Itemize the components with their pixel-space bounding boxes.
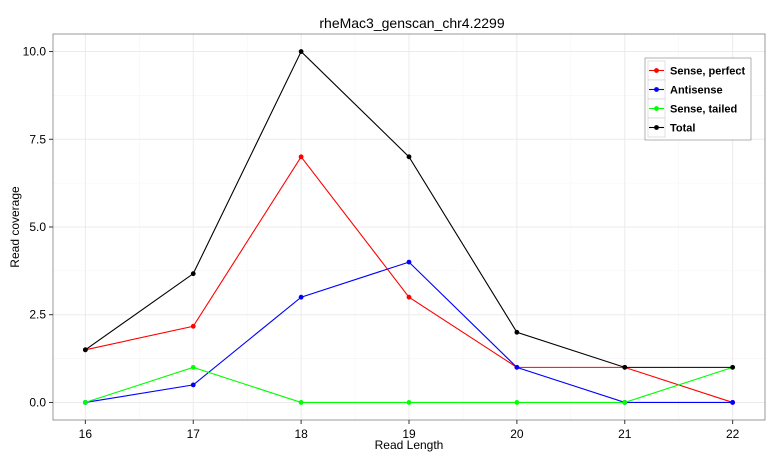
data-point-total xyxy=(82,347,88,353)
x-tick-label: 21 xyxy=(618,427,632,441)
data-point-sense-tailed xyxy=(190,364,196,370)
data-point-antisense xyxy=(730,400,736,405)
data-point-sense-perfect xyxy=(298,154,304,160)
y-tick-label: 0.0 xyxy=(29,395,46,409)
data-point-antisense xyxy=(190,382,196,388)
legend-marker-sense-perfect xyxy=(654,68,659,73)
x-tick-label: 17 xyxy=(187,427,201,441)
legend: Sense, perfect Antisense Sense, tailed Tota… xyxy=(644,57,752,141)
data-point-antisense xyxy=(298,294,304,300)
data-point-sense-tailed xyxy=(298,400,304,405)
legend-label-sense-perfect: Sense, perfect xyxy=(670,66,746,78)
legend-label-sense-tailed: Sense, tailed xyxy=(670,104,737,116)
legend-marker-total xyxy=(654,125,659,130)
x-tick-label: 19 xyxy=(402,427,416,441)
data-point-total xyxy=(406,154,412,160)
y-tick-label: 7.5 xyxy=(29,132,46,146)
x-tick-label: 22 xyxy=(726,427,740,441)
data-point-sense-tailed xyxy=(622,400,628,405)
y-tick-label: 5.0 xyxy=(29,220,46,234)
data-point-total xyxy=(514,329,520,335)
x-tick-label: 18 xyxy=(294,427,308,441)
x-tick-label: 16 xyxy=(79,427,93,441)
data-point-total xyxy=(730,364,736,370)
data-point-sense-perfect xyxy=(406,294,412,300)
data-point-sense-tailed xyxy=(406,400,412,405)
data-point-sense-tailed xyxy=(82,400,88,405)
legend-marker-antisense xyxy=(654,87,659,92)
y-tick-label: 2.5 xyxy=(29,308,46,322)
data-point-total xyxy=(190,271,196,277)
data-point-total xyxy=(622,364,628,370)
legend-label-total: Total xyxy=(670,123,695,135)
data-point-sense-tailed xyxy=(514,400,520,405)
y-axis-title: Read coverage xyxy=(8,186,22,268)
x-axis-title: Read Length xyxy=(375,438,444,452)
chart-title: rheMac3_genscan_chr4.2299 xyxy=(319,15,504,31)
y-tick-label: 10.0 xyxy=(23,45,47,59)
data-point-sense-perfect xyxy=(190,323,196,329)
data-point-antisense xyxy=(514,364,520,370)
legend-label-antisense: Antisense xyxy=(670,85,723,97)
data-point-antisense xyxy=(406,259,412,265)
legend-marker-sense-tailed xyxy=(654,106,659,111)
x-tick-label: 20 xyxy=(510,427,524,441)
data-point-total xyxy=(298,49,304,54)
